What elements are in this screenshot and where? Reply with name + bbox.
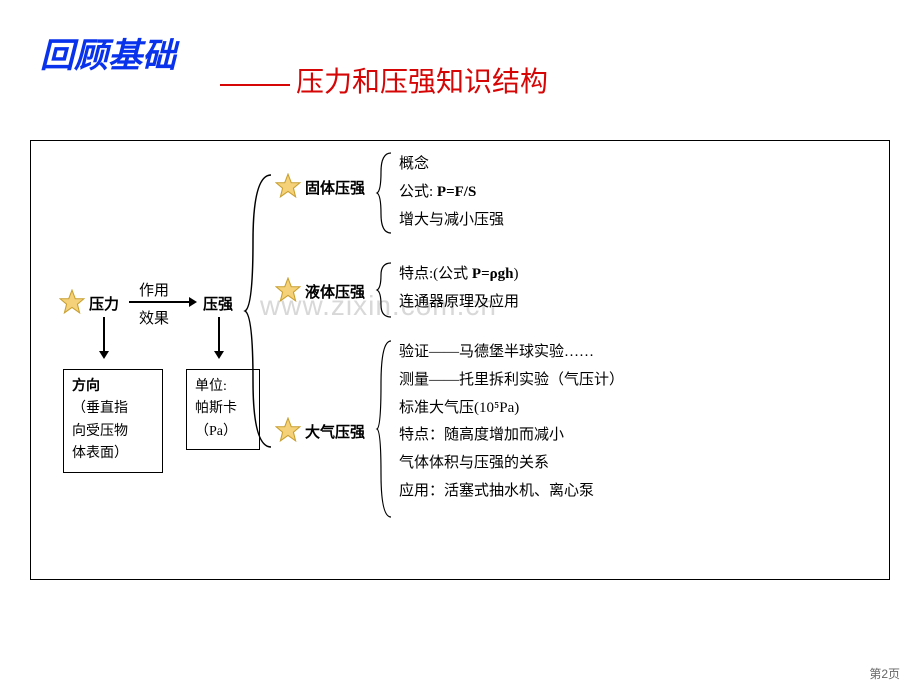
brace-icon	[375, 261, 393, 319]
star-icon	[275, 277, 301, 303]
star-icon	[59, 289, 85, 315]
detail-solid: 概念 公式: P=F/S 增大与减小压强	[399, 151, 504, 234]
arrow-icon	[218, 317, 220, 353]
diagram-container: 压力 方向 （垂直指 向受压物 体表面） 作用 效果 压强 单位: 帕斯卡 （P…	[30, 140, 890, 580]
detail-liquid: 特点:(公式 P=ρgh) 连通器原理及应用	[399, 261, 519, 317]
arrow-icon	[103, 317, 105, 353]
node-atmos: 大气压强	[305, 421, 365, 442]
brace-icon	[375, 339, 393, 519]
label-effect: 效果	[139, 307, 169, 328]
title-main: 回顾基础	[40, 28, 176, 77]
brace-icon	[375, 151, 393, 235]
page-number: 第2页	[869, 665, 900, 682]
title-sub: 压力和压强知识结构	[220, 60, 548, 100]
label-action: 作用	[139, 279, 169, 300]
box-direction: 方向 （垂直指 向受压物 体表面）	[63, 369, 163, 473]
brace-icon	[243, 171, 273, 451]
detail-atmos: 验证——马德堡半球实验…… 测量——托里拆利实验（气压计） 标准大气压(10⁵P…	[399, 339, 624, 506]
node-liquid: 液体压强	[305, 281, 365, 302]
node-pressure: 压强	[203, 293, 233, 314]
node-force: 压力	[89, 293, 119, 314]
node-solid: 固体压强	[305, 177, 365, 198]
arrow-icon	[129, 301, 191, 303]
star-icon	[275, 173, 301, 199]
label-formula-solid: 公式:	[399, 184, 437, 200]
star-icon	[275, 417, 301, 443]
